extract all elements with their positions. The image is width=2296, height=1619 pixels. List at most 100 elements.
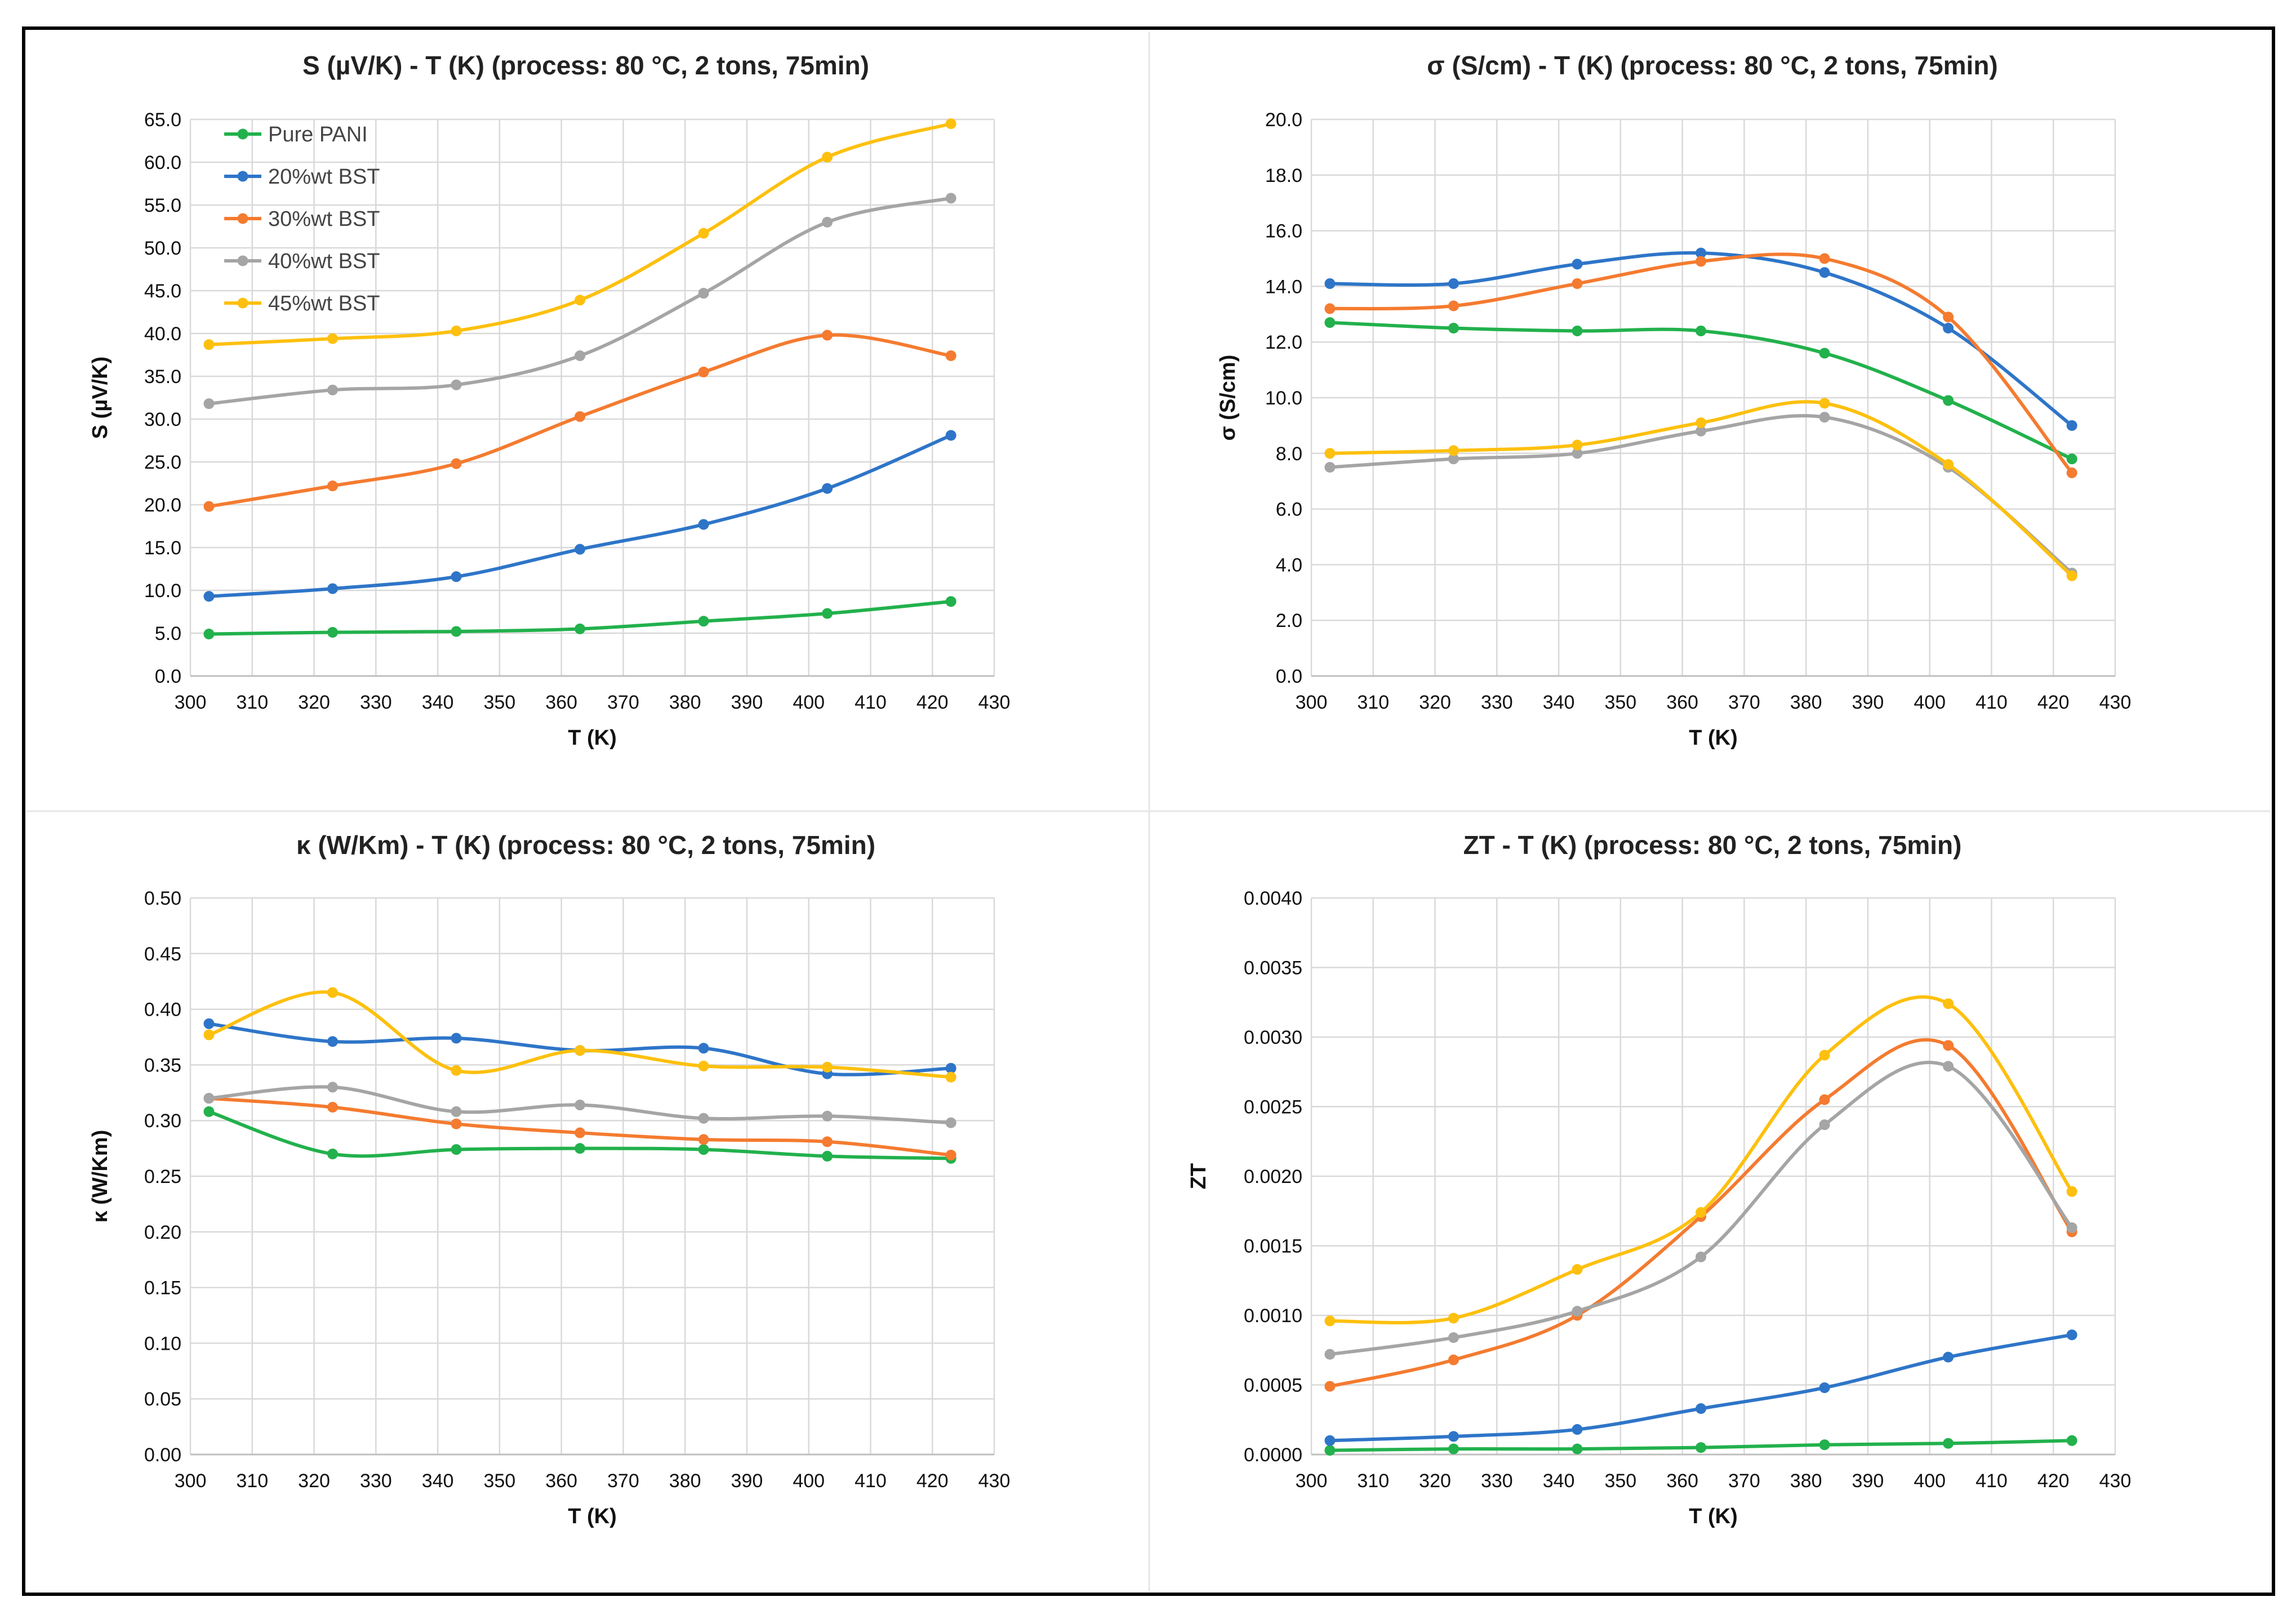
chart-panel-1: S (µV/K) - T (K) (process: 80 °C, 2 tons… — [88, 51, 1010, 750]
y-tick-label: 0.15 — [144, 1278, 181, 1299]
data-point — [575, 350, 586, 362]
data-point — [575, 1143, 586, 1154]
y-tick-label: 0.0015 — [1244, 1236, 1302, 1257]
data-point — [945, 1117, 956, 1128]
data-point — [1572, 1443, 1583, 1455]
data-point — [203, 339, 215, 350]
data-point — [451, 1118, 462, 1129]
x-tick-label: 420 — [2037, 1470, 2070, 1492]
data-point — [1819, 412, 1830, 423]
data-point — [1943, 323, 1954, 333]
data-point — [451, 379, 462, 390]
y-tick-label: 0.25 — [144, 1166, 181, 1187]
x-tick-label: 310 — [1357, 692, 1389, 713]
legend-marker — [237, 213, 248, 224]
data-point — [1696, 1207, 1707, 1218]
data-point — [2066, 453, 2077, 465]
x-tick-label: 400 — [793, 1470, 825, 1492]
series-30-wt-bst — [203, 330, 956, 512]
data-point — [2066, 467, 2077, 478]
data-point — [1572, 1264, 1583, 1275]
x-tick-label: 360 — [545, 692, 577, 713]
y-tick-label: 50.0 — [144, 238, 181, 259]
legend-marker — [237, 171, 248, 182]
y-tick-label: 0.0000 — [1244, 1444, 1302, 1466]
data-point — [1943, 1061, 1954, 1072]
x-tick-label: 430 — [978, 1470, 1011, 1492]
data-point — [327, 481, 338, 492]
y-axis-label: κ (W/Km) — [88, 1130, 112, 1223]
x-tick-label: 400 — [1914, 692, 1946, 713]
x-tick-label: 350 — [483, 1470, 515, 1492]
x-tick-label: 350 — [483, 692, 515, 713]
x-tick-label: 430 — [2099, 692, 2132, 713]
x-tick-label: 300 — [175, 692, 207, 713]
x-tick-label: 410 — [855, 1470, 887, 1492]
x-axis-label: T (K) — [1689, 726, 1738, 750]
legend-marker — [237, 128, 248, 140]
y-tick-label: 0.20 — [144, 1222, 181, 1243]
data-point — [1943, 1438, 1954, 1449]
data-point — [451, 1033, 462, 1044]
series-line — [1328, 1061, 2074, 1356]
x-tick-label: 360 — [545, 1470, 577, 1492]
x-axis-label: T (K) — [1689, 1505, 1738, 1528]
data-point — [1448, 323, 1459, 333]
data-point — [1324, 1315, 1336, 1327]
x-tick-label: 350 — [1604, 1470, 1636, 1492]
data-point — [698, 1134, 709, 1145]
x-tick-label: 360 — [1666, 1470, 1698, 1492]
data-point — [2066, 1186, 2077, 1197]
y-axis-label: σ (S/cm) — [1216, 355, 1240, 441]
legend: Pure PANI 20%wt BST 30%wt BST 40%wt BST 45%w… — [224, 123, 380, 315]
series-line — [1328, 995, 2074, 1325]
y-tick-label: 30.0 — [144, 409, 181, 430]
series-45-wt-bst — [1324, 995, 2077, 1327]
data-point — [945, 1071, 956, 1083]
y-tick-label: 0.00 — [144, 1444, 181, 1466]
chart-panel-4: ZT - T (K) (process: 80 °C, 2 tons, 75mi… — [1187, 830, 2131, 1528]
x-tick-label: 400 — [793, 692, 825, 713]
y-tick-label: 0.05 — [144, 1389, 181, 1410]
x-tick-label: 370 — [1728, 1470, 1760, 1492]
x-tick-label: 340 — [422, 1470, 454, 1492]
data-point — [1696, 325, 1707, 336]
data-point — [327, 384, 338, 395]
data-point — [822, 330, 833, 341]
data-point — [327, 1082, 338, 1093]
data-point — [1819, 1439, 1830, 1451]
data-point — [822, 216, 833, 228]
x-tick-label: 430 — [2099, 1470, 2132, 1492]
x-tick-label: 300 — [1296, 692, 1328, 713]
y-tick-label: 35.0 — [144, 366, 181, 388]
x-tick-label: 310 — [236, 1470, 268, 1492]
x-tick-label: 410 — [1975, 1470, 2008, 1492]
data-point — [327, 1101, 338, 1113]
x-tick-label: 320 — [1419, 1470, 1451, 1492]
data-point — [945, 350, 956, 362]
x-tick-label: 370 — [607, 1470, 639, 1492]
y-tick-label: 60.0 — [144, 152, 181, 174]
data-point — [1943, 1040, 1954, 1051]
data-point — [698, 519, 709, 530]
x-tick-label: 330 — [360, 692, 392, 713]
data-point — [2066, 420, 2077, 431]
y-tick-label: 0.0005 — [1244, 1375, 1302, 1396]
data-point — [698, 1060, 709, 1071]
y-tick-label: 0.0035 — [1244, 958, 1302, 979]
data-point — [1324, 1435, 1336, 1446]
legend-marker — [237, 255, 248, 266]
x-tick-label: 420 — [2037, 692, 2070, 713]
legend-label: 20%wt BST — [268, 165, 380, 189]
data-point — [575, 544, 586, 555]
x-tick-label: 300 — [175, 1470, 207, 1492]
data-point — [2066, 1435, 2077, 1446]
y-tick-label: 25.0 — [144, 452, 181, 473]
data-point — [1324, 448, 1336, 459]
data-point — [203, 1093, 215, 1104]
x-tick-label: 320 — [298, 692, 330, 713]
x-tick-label: 370 — [1728, 692, 1760, 713]
x-tick-label: 410 — [1975, 692, 2008, 713]
y-tick-label: 5.0 — [155, 623, 181, 644]
